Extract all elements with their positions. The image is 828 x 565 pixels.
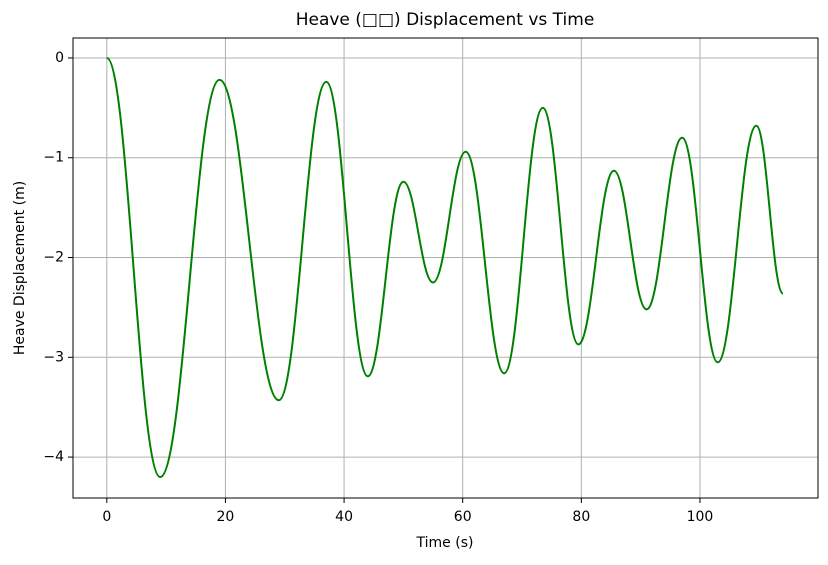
y-tick-label: −2 [43, 250, 64, 266]
y-tick-label: −4 [43, 449, 64, 465]
data-line [105, 56, 784, 479]
plot-frame [72, 37, 819, 499]
x-tick-label: 20 [217, 509, 235, 525]
y-tick-label: 0 [55, 50, 64, 66]
x-tick-label: 0 [102, 509, 111, 525]
x-tick-label: 100 [687, 509, 714, 525]
y-tick-label: −3 [43, 349, 64, 365]
x-axis-label: Time (s) [416, 535, 474, 551]
y-axis-label: Heave Displacement (m) [12, 181, 28, 355]
y-tick-label: −1 [43, 150, 64, 166]
x-tick-label: 40 [335, 509, 353, 525]
x-tick-label: 80 [572, 509, 590, 525]
x-tick-label: 60 [454, 509, 472, 525]
chart-title: Heave (□□) Displacement vs Time [296, 10, 595, 30]
